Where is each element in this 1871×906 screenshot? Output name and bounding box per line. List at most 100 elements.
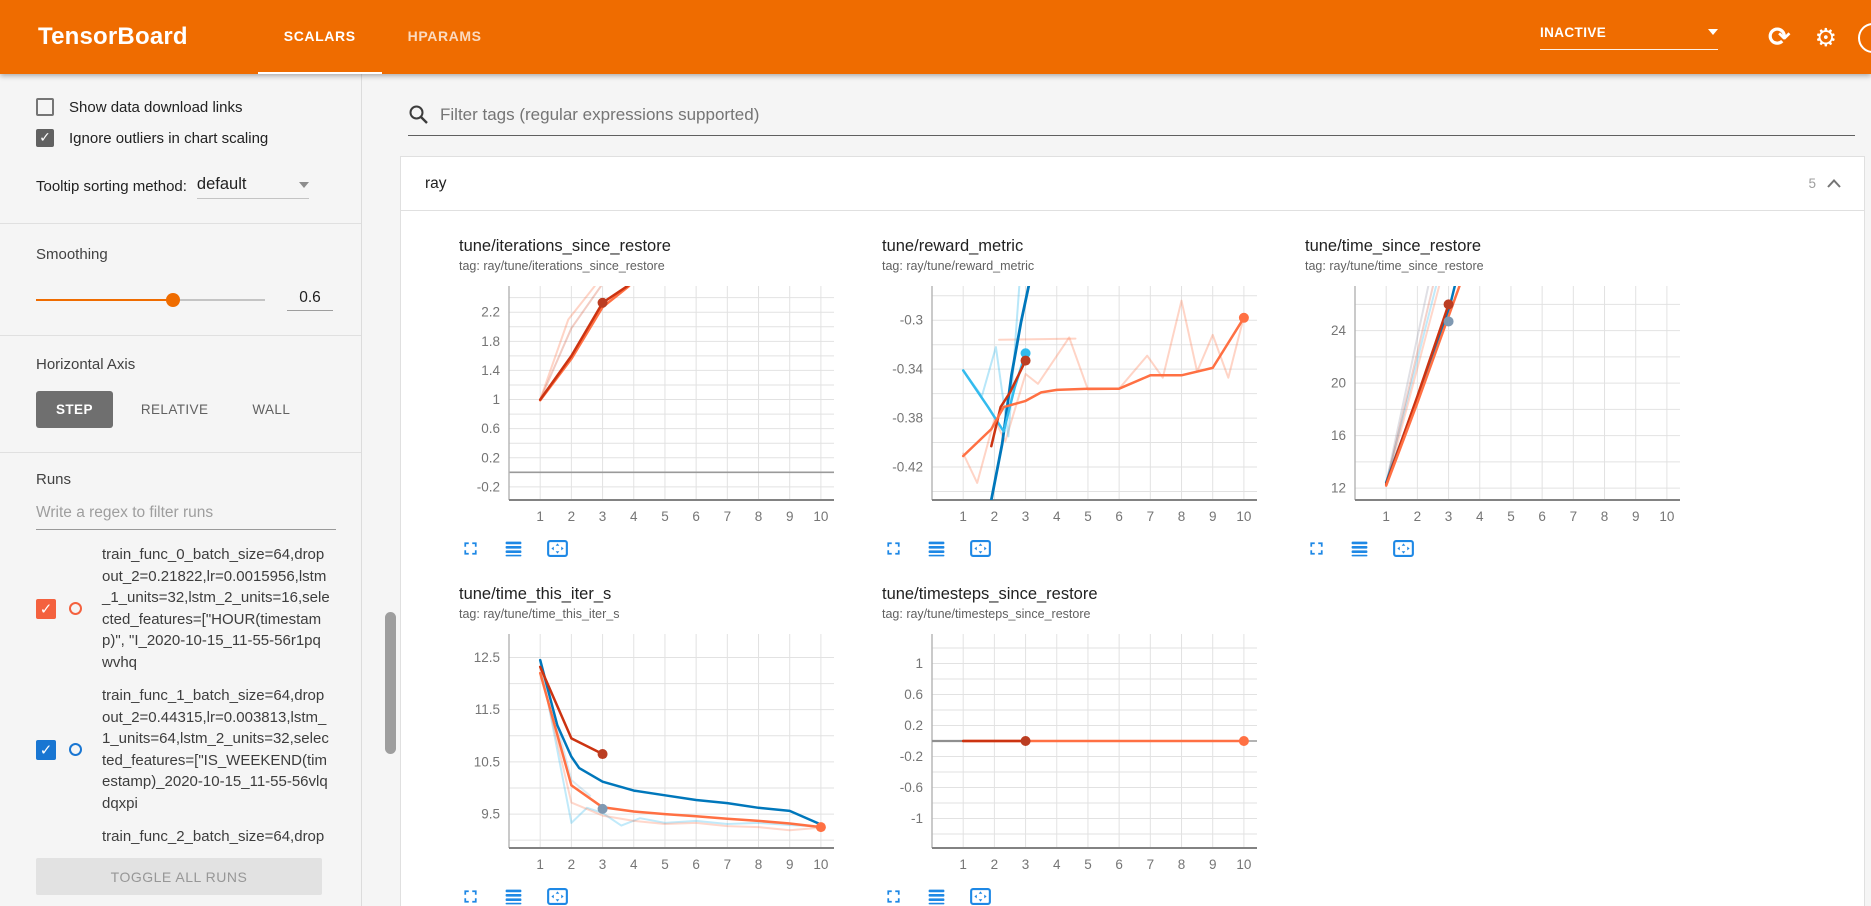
- run-name: train_func_1_batch_size=64,dropout_2=0.4…: [102, 687, 329, 812]
- tag-filter-input[interactable]: [440, 105, 1855, 125]
- chart-plot[interactable]: 1 0.6 0.2 -0.2 -0.6 -1 1 2 3 4 5 6 7 8 9 10: [842, 627, 1265, 882]
- svg-text:3: 3: [599, 509, 607, 524]
- slider-thumb[interactable]: [166, 293, 181, 307]
- chart-plot[interactable]: -0.42 -0.38 -0.34 -0.3 1 2 3 4 5 6 7 8 9 10: [842, 279, 1265, 534]
- expand-chart-icon[interactable]: [883, 538, 904, 559]
- run-checkbox[interactable]: ✓: [36, 739, 56, 760]
- scrollbar-thumb[interactable]: [385, 612, 396, 754]
- smoothing-slider-row: 0.6: [36, 289, 333, 311]
- log-scale-icon[interactable]: [926, 886, 947, 906]
- chart-title: tune/time_since_restore: [1305, 237, 1482, 255]
- expand-chart-icon[interactable]: [1306, 538, 1327, 559]
- log-scale-icon[interactable]: [926, 538, 947, 559]
- chart-tag: tag: ray/tune/time_this_iter_s: [459, 607, 620, 621]
- svg-text:3: 3: [599, 857, 607, 872]
- checkbox-label: Ignore outliers in chart scaling: [69, 129, 269, 147]
- chart-tile: tune/reward_metric tag: ray/tune/reward_…: [842, 237, 1265, 559]
- tab-bar: SCALARS HPARAMS: [257, 0, 508, 74]
- run-list-item[interactable]: ✓ train_func_0_batch_size=64,dropout_2=0…: [36, 544, 331, 673]
- fit-domain-icon[interactable]: [546, 886, 569, 906]
- haxis-button-step[interactable]: STEP: [36, 391, 113, 428]
- svg-text:-0.38: -0.38: [892, 411, 923, 426]
- fit-domain-icon[interactable]: [969, 538, 992, 559]
- run-checkbox[interactable]: ✓: [36, 598, 56, 619]
- haxis-button-relative[interactable]: RELATIVE: [140, 402, 209, 417]
- chart-svg: 9.5 10.5 11.5 12.5 1 2 3 4 5 6 7 8 9 10: [474, 634, 834, 872]
- tab-scalars[interactable]: SCALARS: [257, 0, 382, 74]
- chevron-down-icon: [298, 181, 309, 188]
- log-scale-icon[interactable]: [503, 886, 524, 906]
- search-icon: [409, 105, 428, 124]
- expand-chart-icon[interactable]: [460, 538, 481, 559]
- svg-text:12: 12: [1331, 481, 1346, 496]
- svg-text:2: 2: [568, 857, 576, 872]
- svg-text:6: 6: [692, 509, 700, 524]
- fit-domain-icon[interactable]: [1392, 538, 1415, 559]
- svg-text:4: 4: [1053, 857, 1061, 872]
- header-controls: INACTIVE ⟳ ⚙: [1539, 0, 1871, 74]
- chevron-up-icon[interactable]: [1826, 178, 1842, 189]
- svg-text:1: 1: [536, 509, 544, 524]
- tooltip-sorting-select[interactable]: default: [196, 175, 309, 199]
- chart-actions: [1306, 538, 1688, 559]
- chart-plot[interactable]: -0.2 0.2 0.6 1 1.4 1.8 2.2 1 2 3 4 5 6 7 8 9 10: [419, 279, 842, 534]
- svg-text:8: 8: [755, 509, 763, 524]
- gear-icon[interactable]: ⚙: [1814, 22, 1837, 52]
- chart-tile: tune/time_this_iter_s tag: ray/tune/time…: [419, 585, 842, 906]
- run-radio-icon[interactable]: [69, 602, 82, 615]
- log-scale-icon[interactable]: [503, 538, 524, 559]
- chart-title: tune/iterations_since_restore: [459, 237, 671, 255]
- svg-text:10: 10: [813, 509, 828, 524]
- checkbox-icon[interactable]: ✓: [36, 129, 54, 147]
- scalars-dashboard: ray 5 tune/iterations_since_restore tag:…: [362, 74, 1871, 906]
- svg-text:7: 7: [1147, 509, 1155, 524]
- haxis-button-wall[interactable]: WALL: [252, 402, 291, 417]
- svg-text:-0.3: -0.3: [900, 313, 923, 328]
- smoothing-value[interactable]: 0.6: [287, 289, 333, 311]
- checkbox-rows: ✓ Show data download links ✓ Ignore outl…: [36, 98, 333, 147]
- reload-status-dropdown[interactable]: INACTIVE: [1539, 25, 1718, 50]
- smoothing-section: Smoothing 0.6: [0, 224, 361, 311]
- tag-filter-field: [408, 104, 1855, 136]
- checkbox-icon[interactable]: ✓: [36, 98, 54, 116]
- fit-domain-icon[interactable]: [546, 538, 569, 559]
- option-checkbox-row[interactable]: ✓ Show data download links: [36, 98, 333, 116]
- chart-tile: tune/iterations_since_restore tag: ray/t…: [419, 237, 842, 559]
- smoothing-slider[interactable]: [36, 293, 265, 307]
- run-list-item[interactable]: ✓ train_func_2_batch_size=64,dropout_2=: [36, 826, 331, 848]
- svg-text:8: 8: [755, 857, 763, 872]
- svg-text:3: 3: [1022, 509, 1030, 524]
- chart-tag: tag: ray/tune/reward_metric: [882, 259, 1035, 273]
- fit-domain-icon[interactable]: [969, 886, 992, 906]
- svg-text:10.5: 10.5: [474, 754, 500, 769]
- svg-text:4: 4: [1053, 509, 1061, 524]
- chart-plot[interactable]: 9.5 10.5 11.5 12.5 1 2 3 4 5 6 7 8 9 10: [419, 627, 842, 882]
- tooltip-sorting-label: Tooltip sorting method:: [36, 178, 187, 195]
- log-scale-icon[interactable]: [1349, 538, 1370, 559]
- svg-text:24: 24: [1331, 323, 1347, 338]
- app-title: TensorBoard: [38, 23, 188, 50]
- chart-svg: -0.42 -0.38 -0.34 -0.3 1 2 3 4 5 6 7 8 9 10: [892, 286, 1257, 524]
- run-radio-icon[interactable]: [69, 743, 82, 756]
- runs-filter-input[interactable]: [36, 504, 336, 522]
- haxis-buttons: STEP RELATIVE WALL: [36, 391, 333, 428]
- option-checkbox-row[interactable]: ✓ Ignore outliers in chart scaling: [36, 129, 333, 147]
- svg-text:3: 3: [1022, 857, 1030, 872]
- expand-chart-icon[interactable]: [883, 886, 904, 906]
- horizontal-axis-section: Horizontal Axis STEP RELATIVE WALL: [0, 336, 361, 428]
- svg-text:10: 10: [1236, 509, 1251, 524]
- chart-tag: tag: ray/tune/iterations_since_restore: [459, 259, 665, 273]
- svg-text:9: 9: [786, 509, 794, 524]
- tab-hparams[interactable]: HPARAMS: [407, 28, 482, 44]
- run-list-item[interactable]: ✓ train_func_1_batch_size=64,dropout_2=0…: [36, 685, 331, 814]
- refresh-icon[interactable]: ⟳: [1767, 21, 1791, 53]
- svg-text:8: 8: [1178, 857, 1186, 872]
- run-name: train_func_2_batch_size=64,dropout_2=: [102, 828, 325, 845]
- toggle-all-runs-button[interactable]: TOGGLE ALL RUNS: [36, 858, 322, 895]
- svg-text:-0.2: -0.2: [900, 749, 923, 764]
- svg-text:5: 5: [1084, 857, 1092, 872]
- expand-chart-icon[interactable]: [460, 886, 481, 906]
- tag-group-header[interactable]: ray 5: [401, 157, 1864, 211]
- chart-plot[interactable]: 12 16 20 24 1 2 3 4 5 6 7 8 9 10: [1265, 279, 1688, 534]
- svg-text:2.2: 2.2: [481, 305, 500, 320]
